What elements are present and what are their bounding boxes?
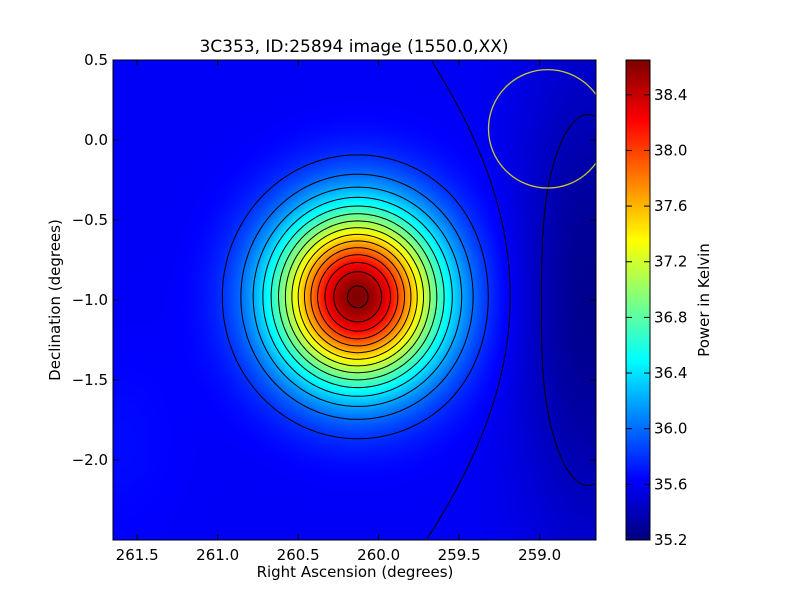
contour-level-1 — [426, 61, 511, 539]
y-tick-label: −1.5 — [72, 371, 108, 389]
x-tick-label: 261.0 — [196, 546, 239, 564]
colorbar-tick-label: 36.0 — [654, 420, 687, 438]
contour-level-11 — [304, 240, 412, 354]
y-axis-label: Declination (degrees) — [46, 219, 64, 381]
colorbar-tick-label: 36.8 — [654, 308, 687, 326]
chart-title: 3C353, ID:25894 image (1550.0,XX) — [199, 37, 508, 57]
y-axis-ticks: 0.5 0.0 −0.5 −1.0 −1.5 −2.0 — [72, 51, 596, 469]
colorbar-tick-label: 38.0 — [654, 141, 687, 159]
y-tick-label: −1.0 — [72, 291, 108, 309]
y-tick-label: −2.0 — [72, 451, 108, 469]
plot-area — [113, 60, 596, 540]
contour-level-13 — [317, 254, 399, 340]
colorbar-tick-label: 35.2 — [654, 531, 687, 549]
x-tick-label: 260.0 — [357, 546, 400, 564]
y-tick-label: 0.5 — [84, 51, 108, 69]
contour-level-15 — [333, 271, 383, 323]
heatmap-image — [113, 60, 596, 540]
y-tick-label: −0.5 — [72, 211, 108, 229]
contour-level-9 — [291, 227, 424, 367]
colorbar-tick-label: 35.6 — [654, 475, 687, 493]
x-tick-label: 261.5 — [116, 546, 159, 564]
y-tick-label: 0.0 — [84, 131, 108, 149]
colorbar-tick-label: 38.4 — [654, 86, 687, 104]
contour-level-3 — [240, 173, 474, 420]
colorbar-tick-label: 37.2 — [654, 253, 687, 271]
colorbar-gradient — [626, 60, 650, 540]
contour-level-8 — [284, 220, 431, 374]
colorbar-tick-label: 37.6 — [654, 197, 687, 215]
colorbar-label: Power in Kelvin — [695, 243, 713, 357]
contour-level-16 — [346, 285, 369, 309]
colorbar: 38.4 38.0 37.6 37.2 36.8 36.4 36.0 35.6 35.2 — [625, 59, 687, 549]
contour-level-7 — [278, 213, 438, 381]
colorbar-frame — [625, 59, 651, 541]
contour-level-5 — [262, 196, 453, 397]
beam-circle — [487, 68, 596, 189]
contour-level-14 — [324, 261, 391, 332]
x-axis-ticks: 261.5 261.0 260.5 260.0 259.5 259.0 — [116, 60, 561, 564]
colorbar-tick-label: 36.4 — [654, 364, 687, 382]
contour-level-4 — [252, 186, 463, 407]
contour-lines — [221, 61, 595, 539]
contour-level-12 — [310, 247, 405, 347]
contour-level-0 — [540, 114, 595, 486]
contour-level-2 — [221, 154, 489, 440]
contour-level-6 — [270, 205, 445, 389]
contour-level-10 — [297, 233, 418, 360]
x-tick-label: 260.5 — [277, 546, 320, 564]
x-axis-label: Right Ascension (degrees) — [257, 563, 454, 581]
x-tick-label: 259.0 — [518, 546, 561, 564]
x-tick-label: 259.5 — [438, 546, 481, 564]
colorbar-ticks: 38.4 38.0 37.6 37.2 36.8 36.4 36.0 35.6 35.2 — [626, 86, 687, 549]
